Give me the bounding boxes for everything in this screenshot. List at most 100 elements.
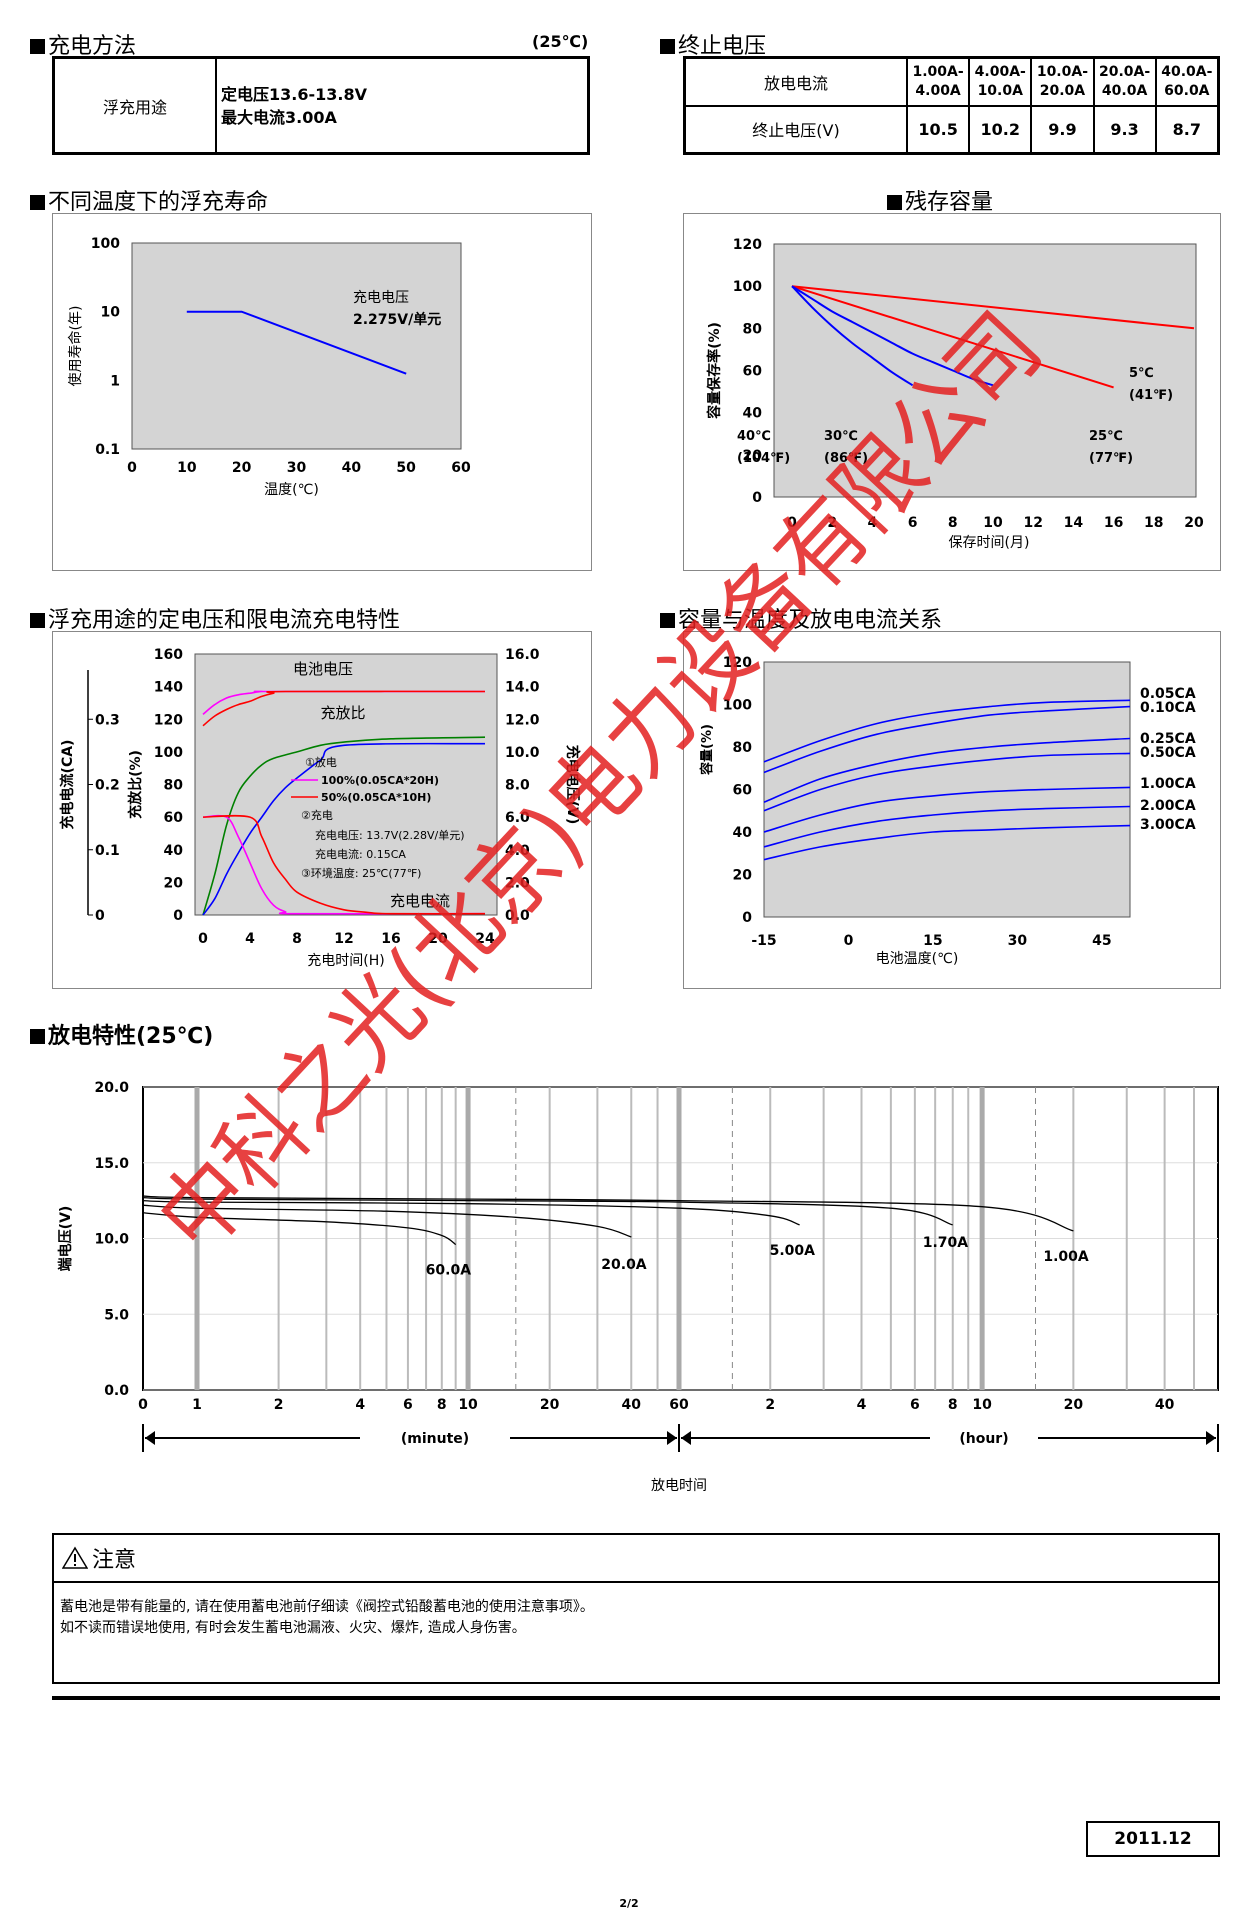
notice-line-1: 蓄电池是带有能量的, 请在使用蓄电池前仔细读《阀控式铅酸蓄电池的使用注意事项》。 (60, 1599, 594, 1615)
label-voltage: 电池电压 (293, 660, 353, 678)
float-life-box: 0 10 20 30 40 50 60 100 10 1 0.1 温度(℃) 使用寿命(年) 充电电压 2.… (52, 213, 592, 571)
y-axis-label: 使用寿命(年) (67, 306, 84, 387)
x-tick-label: 6 (908, 515, 918, 531)
series-label: 0.50CA (1140, 745, 1196, 761)
float-charge-box: 0 4 8 12 16 20 24 160 140 120 100 80 60 40 20 0 16.0 14.0… (52, 631, 592, 989)
annotation-2: 2.275V/单元 (353, 311, 441, 328)
discharge-series-line (142, 1196, 953, 1226)
y-tick-label-pct: 140 (154, 680, 183, 696)
cutoff-row2-label: 终止电压(V) (683, 104, 908, 155)
series-label: 5℃ (1129, 366, 1154, 381)
x-tick-label: 30 (287, 460, 307, 476)
x-axis-label: 温度(℃) (264, 482, 319, 498)
x-tick-label: 12 (1023, 515, 1042, 531)
cap-series-line (763, 824, 1131, 861)
x-tick-label: 4 (245, 931, 255, 947)
notice-header: 注意 (54, 1535, 1218, 1583)
cap-series-line (763, 699, 1131, 763)
y-tick-label-v: 6.0 (505, 810, 530, 826)
y-tick-label-ca: 0.3 (95, 712, 120, 728)
float-life-title: 不同温度下的浮充寿命 (30, 184, 268, 216)
x-tick-label: 0 (198, 931, 208, 947)
x-tick-label-min: 10 (458, 1397, 478, 1413)
float-life-chart: 0 10 20 30 40 50 60 100 10 1 0.1 温度(℃) 使用寿命(年) 充电电压 2.… (67, 236, 471, 498)
charge-series-line (202, 814, 486, 915)
discharge-chart: 20.0 15.0 10.0 5.0 0.0 0 1 2 4 6 8 10 20 40 60 2 4 6 8 10 20… (57, 1080, 1219, 1494)
y-tick-label: 10 (101, 305, 121, 321)
footer-divider (52, 1696, 1220, 1700)
charge-current-text: 最大电流3.00A (221, 107, 337, 127)
annotation-1: 充电电压 (353, 290, 409, 306)
page-number: 2/2 (619, 1897, 639, 1910)
current-range-2b: 10.0A (977, 82, 1023, 99)
x-tick-label: 18 (1144, 515, 1163, 531)
plot-area (194, 653, 498, 916)
y-tick-label: 5.0 (104, 1307, 129, 1323)
legend-temp: ③环境温度: 25℃(77℉) (301, 866, 421, 880)
cutoff-v-2: 10.2 (968, 104, 1033, 155)
x-tick-label: 0 (127, 460, 137, 476)
x-tick-label-min: 2 (274, 1397, 284, 1413)
series-label: 60.0A (426, 1263, 472, 1279)
y-tick-label-pct: 80 (164, 778, 184, 794)
date-box: 2011.12 (1086, 1821, 1220, 1857)
x-tick-label: 50 (396, 460, 416, 476)
discharge-series-line (142, 1212, 457, 1246)
current-range-5b: 60.0A (1164, 82, 1210, 99)
y-tick-label-v: 10.0 (505, 745, 540, 761)
y-tick-label: 20 (733, 868, 753, 884)
x-tick-label-hr: 6 (910, 1397, 920, 1413)
x-tick-label: 60 (451, 460, 471, 476)
cap-series-line (763, 752, 1131, 812)
y-tick-label-ca: 0 (95, 908, 105, 924)
y-tick-label-pct: 120 (154, 712, 183, 728)
plot-area (131, 242, 462, 450)
series-label: 2.00CA (1140, 798, 1196, 814)
cap-series-line (763, 786, 1131, 833)
legend-100: 100%(0.05CA*20H) (321, 774, 439, 787)
x-tick-label-hr: 8 (948, 1397, 958, 1413)
residual-title: 残存容量 (660, 184, 1220, 216)
x-tick-label: 8 (948, 515, 958, 531)
x-tick-label: 30 (1008, 933, 1028, 949)
series-label: 1.70A (923, 1235, 969, 1251)
y-tick-label-v: 12.0 (505, 712, 540, 728)
x-axis-label: 充电时间(H) (307, 953, 384, 969)
charge-series-line (202, 736, 486, 916)
series-label: (86℉) (824, 451, 868, 466)
x-tick-label-min: 1 (192, 1397, 202, 1413)
x-axis-label: 放电时间 (651, 1478, 707, 1494)
y-tick-label: 0 (752, 490, 762, 506)
y-tick-label-pct: 0 (173, 908, 183, 924)
unit-minute: (minute) (401, 1431, 469, 1447)
y-tick-label-ca: 0.2 (95, 778, 120, 794)
cutoff-row1-label: 放电电流 (683, 56, 908, 107)
cutoff-v-5: 8.7 (1154, 104, 1220, 155)
series-label: 30℃ (824, 429, 858, 444)
y-tick-label-ca: 0.1 (95, 843, 120, 859)
cap-temp-chart: -15 0 15 30 45 120 100 80 60 40 20 0 电池温度(℃) 容量(%) 0.0… (699, 655, 1196, 967)
x-tick-label: -15 (751, 933, 776, 949)
residual-series-line (791, 285, 1114, 389)
x-tick-label-min: 20 (540, 1397, 560, 1413)
series-label: (41℉) (1129, 388, 1173, 403)
cutoff-voltage-title: 终止电压 (660, 28, 766, 60)
discharge-series-line (142, 1195, 1074, 1232)
y-tick-label-v: 14.0 (505, 680, 540, 696)
arrow-head (667, 1431, 677, 1445)
current-range-5a: 40.0A- (1161, 63, 1213, 80)
series-label: 20.0A (601, 1257, 647, 1273)
y-tick-label: 0.1 (95, 442, 120, 458)
plot-area (773, 243, 1197, 498)
charge-series-line (202, 690, 486, 727)
x-tick-label-min: 6 (403, 1397, 413, 1413)
y-tick-label: 20 (743, 448, 763, 464)
x-tick-label-hr: 40 (1155, 1397, 1175, 1413)
discharge-title: 放电特性(25℃) (30, 1018, 213, 1050)
y-axis-label-pct: 充放比(%) (127, 750, 144, 819)
current-range-4b: 40.0A (1101, 82, 1148, 99)
residual-chart: 0 2 4 6 8 10 12 14 16 18 20 120 100 80 60 40 20 0 保存时间(月) 容… (706, 237, 1204, 551)
y-tick-label-pct: 160 (154, 647, 183, 663)
x-tick-label: 24 (475, 931, 495, 947)
x-tick-label-hr: 20 (1064, 1397, 1084, 1413)
